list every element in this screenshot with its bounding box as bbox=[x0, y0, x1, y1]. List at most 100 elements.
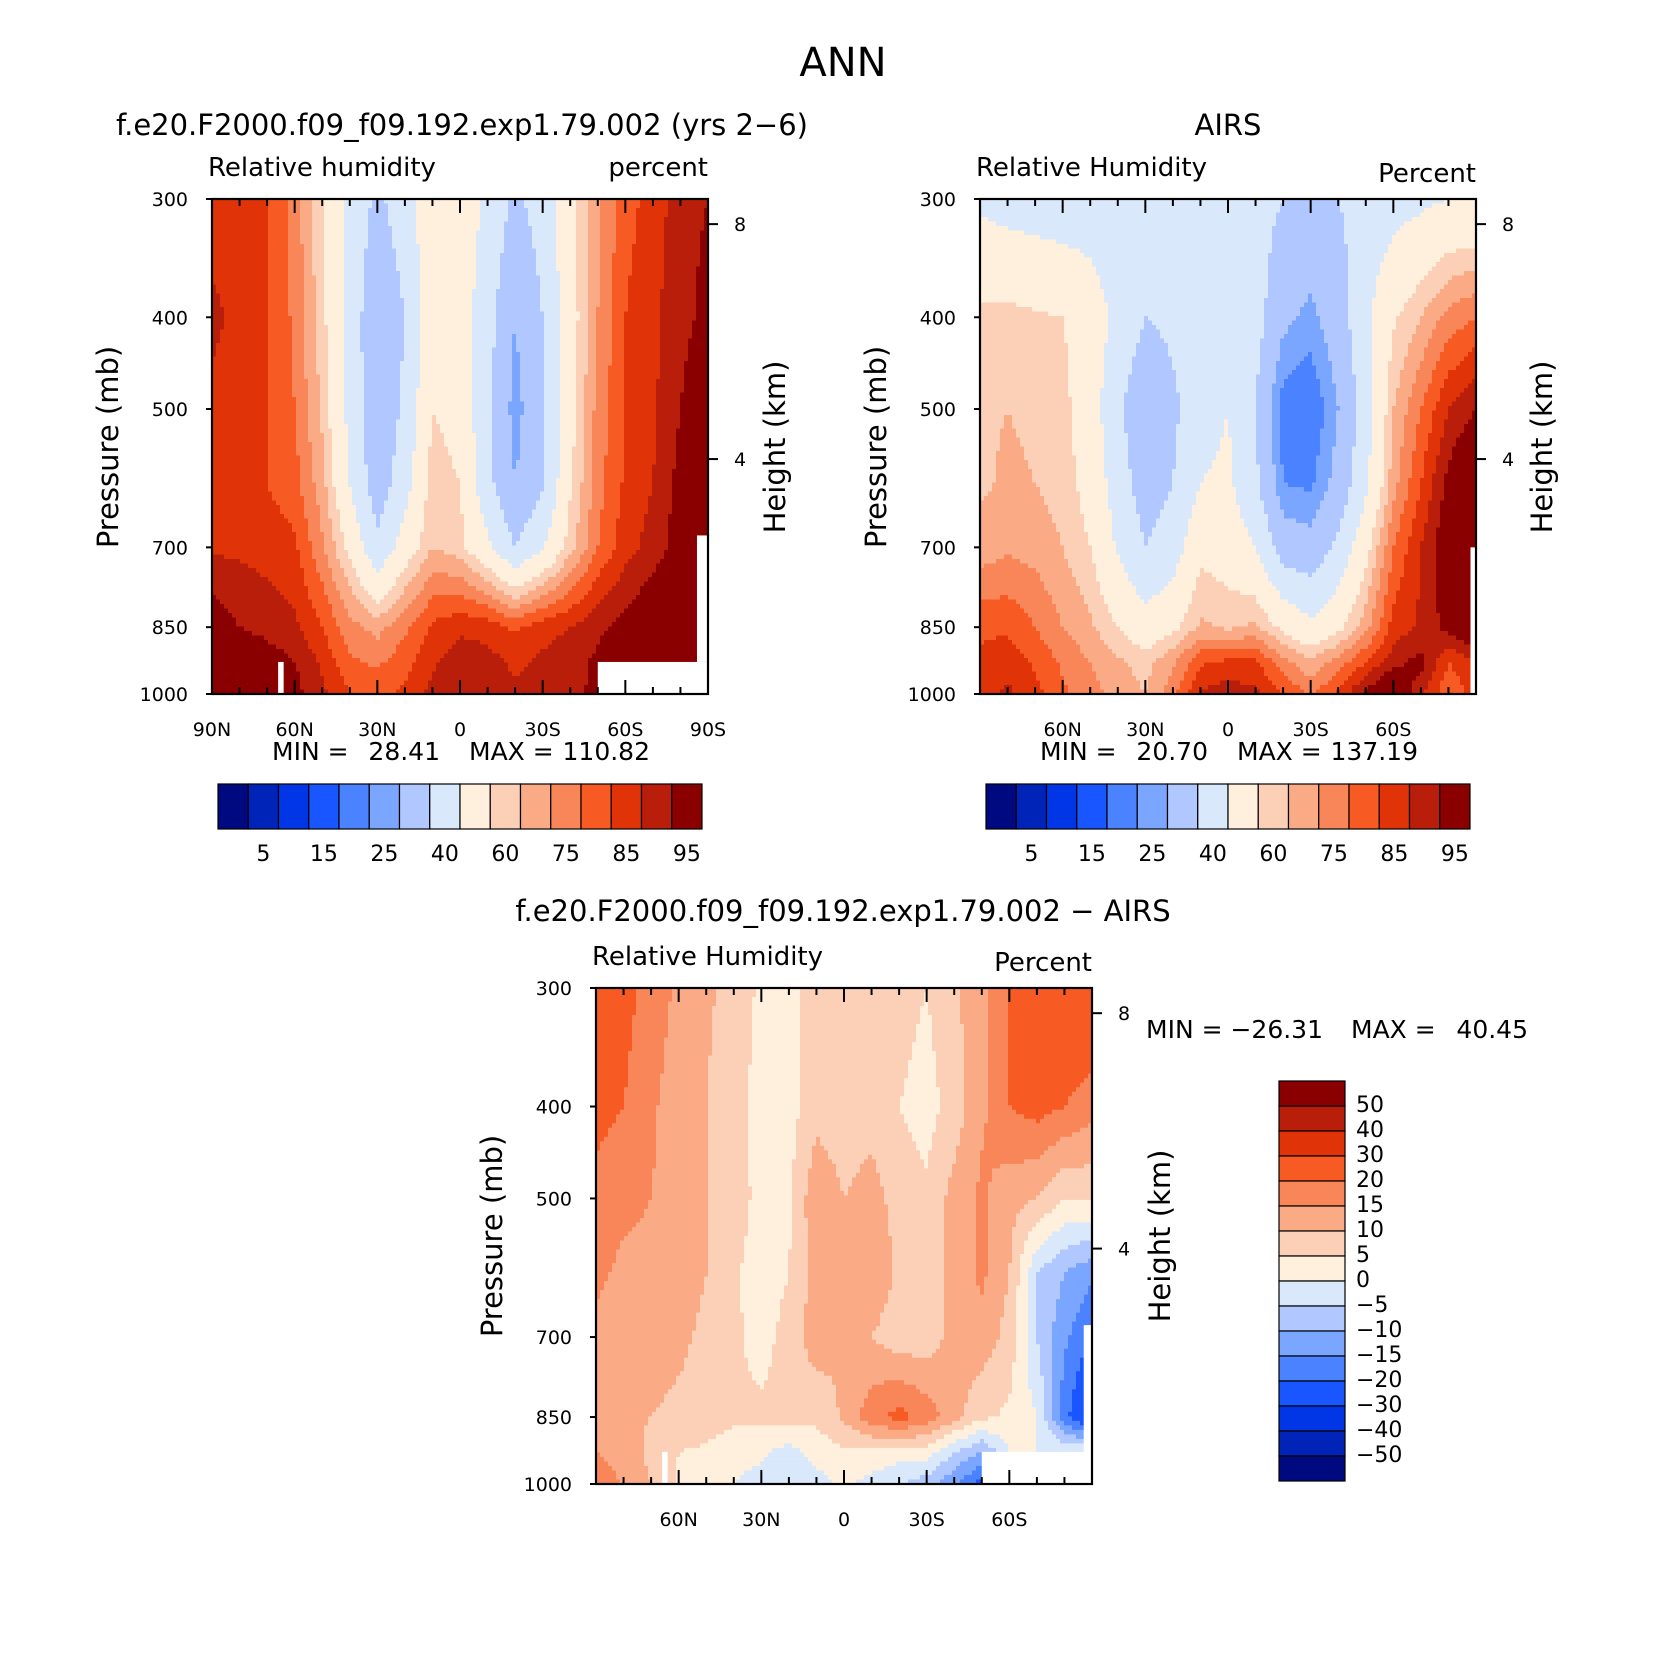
field-cell bbox=[320, 222, 325, 227]
field-cell bbox=[356, 204, 361, 209]
field-cell bbox=[636, 262, 641, 267]
field-cell bbox=[388, 226, 393, 231]
field-cell bbox=[392, 262, 397, 267]
field-cell bbox=[568, 231, 573, 236]
field-cell bbox=[472, 231, 477, 236]
field-cell bbox=[492, 253, 497, 258]
field-cell bbox=[360, 217, 365, 222]
field-cell bbox=[556, 217, 561, 222]
field-cell bbox=[256, 204, 261, 209]
field-cell bbox=[480, 258, 485, 263]
field-cell bbox=[248, 244, 253, 249]
field-cell bbox=[640, 222, 645, 227]
field-cell bbox=[256, 222, 261, 227]
field-cell bbox=[280, 244, 285, 249]
field-cell bbox=[292, 244, 297, 249]
field-cell bbox=[412, 208, 417, 213]
field-cell bbox=[660, 204, 665, 209]
field-cell bbox=[488, 249, 493, 254]
field-cell bbox=[556, 249, 561, 254]
field-cell bbox=[624, 249, 629, 254]
field-cell bbox=[360, 253, 365, 258]
field-cell bbox=[480, 249, 485, 254]
field-cell bbox=[396, 244, 401, 249]
field-cell bbox=[544, 262, 549, 267]
field-cell bbox=[444, 258, 449, 263]
field-cell bbox=[372, 262, 377, 267]
field-cell bbox=[300, 208, 305, 213]
field-cell bbox=[228, 262, 233, 267]
field-cell bbox=[440, 253, 445, 258]
field-cell bbox=[244, 240, 249, 245]
field-cell bbox=[240, 204, 245, 209]
field-cell bbox=[440, 226, 445, 231]
field-cell bbox=[552, 217, 557, 222]
field-cell bbox=[680, 253, 685, 258]
field-cell bbox=[272, 222, 277, 227]
field-cell bbox=[544, 244, 549, 249]
field-cell bbox=[232, 267, 237, 272]
field-cell bbox=[344, 204, 349, 209]
field-cell bbox=[256, 258, 261, 263]
field-cell bbox=[520, 258, 525, 263]
field-cell bbox=[692, 226, 697, 231]
field-cell bbox=[280, 253, 285, 258]
field-cell bbox=[504, 253, 509, 258]
field-cell bbox=[644, 249, 649, 254]
field-cell bbox=[556, 262, 561, 267]
field-cell bbox=[640, 217, 645, 222]
field-cell bbox=[528, 253, 533, 258]
field-cell bbox=[292, 267, 297, 272]
field-cell bbox=[692, 222, 697, 227]
field-cell bbox=[344, 253, 349, 258]
field-cell bbox=[536, 222, 541, 227]
field-cell bbox=[324, 249, 329, 254]
field-cell bbox=[300, 249, 305, 254]
field-cell bbox=[392, 213, 397, 218]
field-cell bbox=[496, 249, 501, 254]
field-cell bbox=[512, 226, 517, 231]
field-cell bbox=[572, 262, 577, 267]
field-cell bbox=[276, 217, 281, 222]
field-cell bbox=[608, 213, 613, 218]
field-cell bbox=[236, 258, 241, 263]
field-cell bbox=[688, 217, 693, 222]
field-cell bbox=[464, 208, 469, 213]
field-cell bbox=[692, 217, 697, 222]
field-cell bbox=[612, 244, 617, 249]
field-cell bbox=[384, 240, 389, 245]
field-cell bbox=[640, 262, 645, 267]
field-cell bbox=[632, 204, 637, 209]
field-cell bbox=[376, 213, 381, 218]
field-cell bbox=[472, 222, 477, 227]
field-cell bbox=[472, 244, 477, 249]
field-cell bbox=[648, 208, 653, 213]
field-cell bbox=[216, 258, 221, 263]
field-cell bbox=[272, 249, 277, 254]
field-cell bbox=[564, 231, 569, 236]
field-cell bbox=[544, 213, 549, 218]
field-cell bbox=[536, 235, 541, 240]
field-cell bbox=[248, 262, 253, 267]
field-cell bbox=[508, 262, 513, 267]
field-cell bbox=[404, 226, 409, 231]
field-cell bbox=[656, 258, 661, 263]
field-cell bbox=[604, 244, 609, 249]
field-cell bbox=[564, 240, 569, 245]
field-cell bbox=[248, 249, 253, 254]
field-cell bbox=[692, 213, 697, 218]
field-cell bbox=[384, 213, 389, 218]
field-cell bbox=[600, 231, 605, 236]
field-cell bbox=[532, 213, 537, 218]
field-cell bbox=[676, 258, 681, 263]
field-cell bbox=[416, 253, 421, 258]
field-cell bbox=[240, 217, 245, 222]
field-cell bbox=[680, 262, 685, 267]
field-cell bbox=[224, 222, 229, 227]
field-cell bbox=[576, 204, 581, 209]
field-cell bbox=[388, 262, 393, 267]
field-cell bbox=[612, 226, 617, 231]
field-cell bbox=[528, 217, 533, 222]
field-cell bbox=[344, 249, 349, 254]
field-cell bbox=[696, 262, 701, 267]
